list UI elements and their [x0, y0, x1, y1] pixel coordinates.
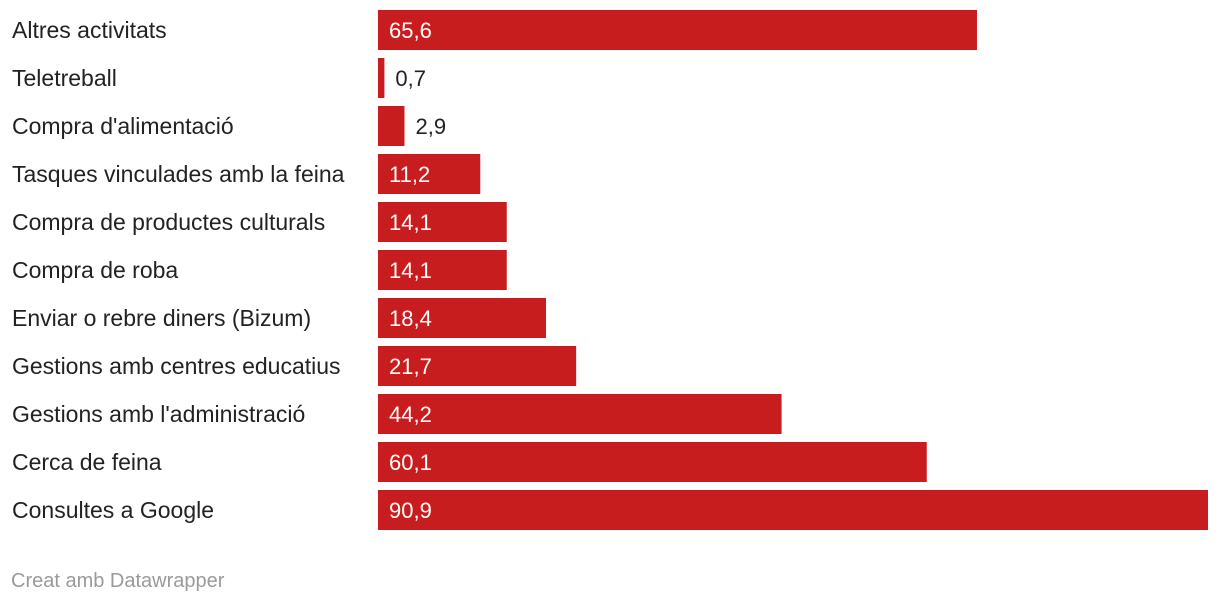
bar[interactable]	[378, 202, 507, 242]
category-label: Gestions amb centres educatius	[12, 353, 341, 379]
bar[interactable]	[378, 346, 577, 386]
bar[interactable]	[378, 490, 1208, 530]
bar[interactable]	[378, 106, 405, 146]
category-label: Compra de roba	[12, 257, 178, 283]
value-label: 65,6	[389, 18, 432, 43]
value-label: 18,4	[389, 306, 432, 331]
category-label: Cerca de feina	[12, 449, 162, 475]
category-label: Enviar o rebre diners (Bizum)	[12, 305, 311, 331]
category-label: Tasques vinculades amb la feina	[12, 161, 345, 187]
bar[interactable]	[378, 394, 782, 434]
bar-chart: Altres activitats 65,6 Teletreball 0,7 Compr…	[12, 10, 1208, 530]
category-label: Teletreball	[12, 65, 117, 91]
bar[interactable]	[378, 154, 481, 194]
value-label: 60,1	[389, 450, 432, 475]
value-label: 14,1	[389, 210, 432, 235]
value-label: 14,1	[389, 258, 432, 283]
value-label: 0,7	[395, 66, 426, 91]
category-label: Compra d'alimentació	[12, 113, 234, 139]
bar[interactable]	[378, 58, 385, 98]
bar[interactable]	[378, 10, 977, 50]
category-label: Altres activitats	[12, 17, 167, 43]
bar[interactable]	[378, 250, 507, 290]
bar[interactable]	[378, 298, 547, 338]
value-label: 21,7	[389, 354, 432, 379]
value-label: 44,2	[389, 402, 432, 427]
bar-rows: Altres activitats 65,6 Teletreball 0,7 Compr…	[12, 10, 1208, 530]
category-label: Compra de productes culturals	[12, 209, 325, 235]
value-label: 11,2	[389, 162, 430, 187]
category-label: Consultes a Google	[12, 497, 214, 523]
bar[interactable]	[378, 442, 927, 482]
credit-text[interactable]: Creat amb Datawrapper	[11, 570, 225, 592]
value-label: 2,9	[415, 114, 446, 139]
category-label: Gestions amb l'administració	[12, 401, 305, 427]
value-label: 90,9	[389, 498, 432, 523]
